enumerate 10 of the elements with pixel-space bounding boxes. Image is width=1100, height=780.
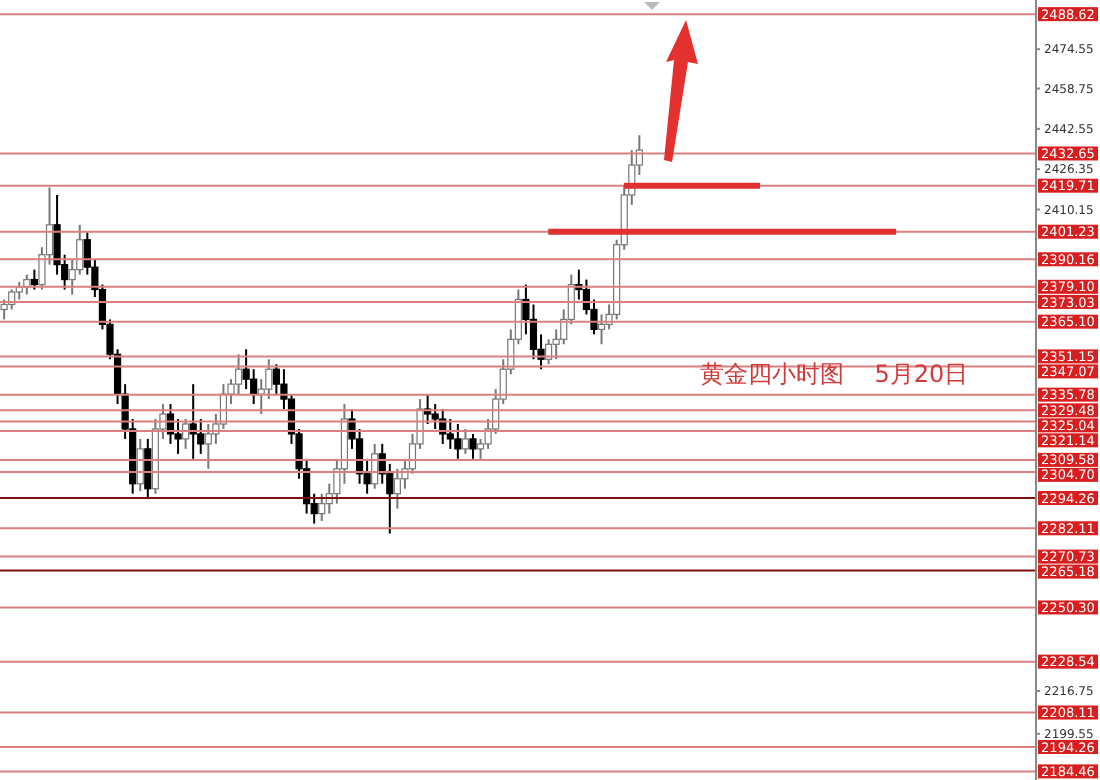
candlestick xyxy=(393,467,401,510)
candlestick xyxy=(318,492,326,523)
candlestick xyxy=(234,353,243,396)
annotation: 黄金四小时图 5月20日 xyxy=(700,358,969,392)
candlestick xyxy=(461,427,470,455)
candlestick xyxy=(454,422,462,460)
candlestick xyxy=(30,268,38,291)
candlestick xyxy=(469,432,477,460)
candlestick xyxy=(182,418,190,450)
candlestick xyxy=(204,422,212,470)
